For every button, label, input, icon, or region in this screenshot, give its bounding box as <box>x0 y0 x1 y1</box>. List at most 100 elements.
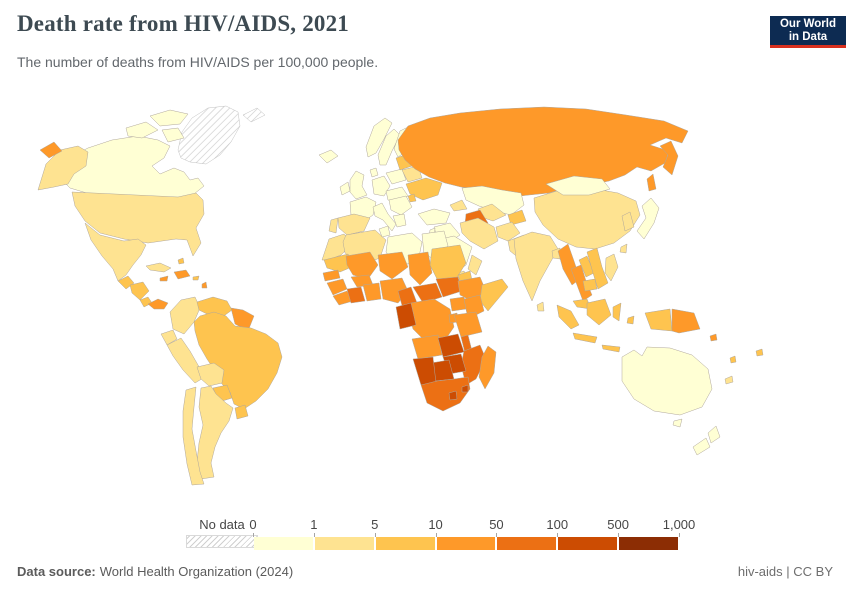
country-portugal[interactable] <box>328 217 339 234</box>
country-madagascar[interactable] <box>478 345 497 390</box>
country-mexico[interactable] <box>84 222 147 282</box>
country-oman[interactable] <box>467 254 483 276</box>
country-taiwan[interactable] <box>619 243 628 254</box>
country-afghanistan[interactable] <box>495 221 521 242</box>
legend-bin-10–50[interactable] <box>436 537 496 550</box>
country-vietnam[interactable] <box>586 247 609 290</box>
country-spain[interactable] <box>337 213 371 236</box>
country-ecuador[interactable] <box>160 329 178 346</box>
country-thailand[interactable] <box>570 264 593 302</box>
country-eswatini[interactable] <box>461 384 469 393</box>
country-bahamas[interactable] <box>177 257 185 265</box>
country-tunisia[interactable] <box>378 225 391 238</box>
country-usa[interactable] <box>71 191 205 257</box>
country-maluku[interactable] <box>626 315 635 325</box>
country-denmark[interactable] <box>369 167 379 178</box>
legend-bin-1–5[interactable] <box>314 537 374 550</box>
country-ghana-togo-benin[interactable] <box>362 282 382 302</box>
footer-license[interactable]: hiv-aids | CC BY <box>737 564 833 579</box>
country-uganda[interactable] <box>449 296 467 312</box>
country-chad[interactable] <box>407 251 433 286</box>
country-south-africa[interactable] <box>420 376 471 412</box>
country-namibia[interactable] <box>412 356 437 386</box>
country-italy[interactable] <box>372 202 397 232</box>
country-panama[interactable] <box>147 298 169 310</box>
country-colombia[interactable] <box>169 296 201 335</box>
country-ireland[interactable] <box>339 181 351 196</box>
country-sakhalin-russia[interactable] <box>646 173 657 192</box>
country-fiji[interactable] <box>755 348 764 357</box>
country-iran[interactable] <box>459 217 499 250</box>
country-sumatra[interactable] <box>556 304 580 330</box>
country-philippines[interactable] <box>604 253 619 282</box>
country-sri-lanka[interactable] <box>536 301 545 312</box>
country-guyanas[interactable] <box>230 307 255 332</box>
country-tasmania[interactable] <box>672 418 683 428</box>
country-senegal[interactable] <box>322 269 341 282</box>
country-argentina[interactable] <box>196 385 234 480</box>
country-uruguay[interactable] <box>234 404 249 420</box>
country-cuba[interactable] <box>145 262 172 273</box>
legend-bin-5–10[interactable] <box>375 537 435 550</box>
country-angola[interactable] <box>411 334 443 360</box>
country-moldova[interactable] <box>407 193 417 203</box>
country-kyrgyz-tajik[interactable] <box>507 209 527 226</box>
country-new-caledonia[interactable] <box>724 375 734 385</box>
legend-bin-50–100[interactable] <box>497 537 557 550</box>
country-jamaica[interactable] <box>159 275 169 282</box>
country-canada-arctic-islands[interactable] <box>125 109 189 143</box>
country-uk[interactable] <box>349 170 368 200</box>
country-india[interactable] <box>513 231 559 302</box>
country-cote-divoire[interactable] <box>346 286 366 304</box>
country-central-african-republic[interactable] <box>412 282 443 304</box>
country-turkey[interactable] <box>417 208 451 226</box>
country-japan[interactable] <box>636 197 660 240</box>
country-iceland[interactable] <box>318 149 339 164</box>
country-greenland[interactable] <box>177 105 241 165</box>
country-honduras-nicaragua[interactable] <box>129 281 150 301</box>
country-ukraine[interactable] <box>405 177 443 201</box>
country-solomon-islands[interactable] <box>709 333 718 342</box>
country-korea[interactable] <box>621 211 635 232</box>
owid-logo[interactable]: Our World in Data <box>770 16 846 48</box>
country-chile[interactable] <box>182 386 205 486</box>
country-lesser-sunda[interactable] <box>601 344 621 353</box>
country-cambodia[interactable] <box>582 278 598 292</box>
country-venezuela[interactable] <box>196 296 233 319</box>
country-brazil[interactable] <box>193 311 283 410</box>
world-choropleth-map[interactable] <box>30 88 830 512</box>
country-borneo[interactable] <box>586 298 612 326</box>
country-puerto-rico[interactable] <box>192 275 200 281</box>
country-sulawesi[interactable] <box>612 302 622 322</box>
country-vanuatu[interactable] <box>729 355 737 364</box>
country-west-papua[interactable] <box>644 308 673 332</box>
legend-bin-500–1,000[interactable] <box>619 537 678 550</box>
country-mongolia[interactable] <box>545 175 611 196</box>
legend-bin-0–1[interactable] <box>254 537 313 550</box>
legend-no-data[interactable]: No data <box>186 517 258 548</box>
country-tanzania[interactable] <box>453 311 483 338</box>
country-greece[interactable] <box>392 213 407 228</box>
legend-bin-100–500[interactable] <box>558 537 618 550</box>
country-romania-balkans[interactable] <box>388 195 413 216</box>
country-zambia[interactable] <box>437 333 465 358</box>
country-australia[interactable] <box>621 346 713 416</box>
country-java[interactable] <box>572 332 598 344</box>
country-poland[interactable] <box>385 168 407 185</box>
country-alaska[interactable] <box>37 145 89 191</box>
country-niger[interactable] <box>377 251 409 280</box>
country-svalbard[interactable] <box>242 107 266 123</box>
country-papua-new-guinea[interactable] <box>671 308 701 334</box>
country-kazakhstan[interactable] <box>461 185 525 216</box>
country-kamchatka-russia[interactable] <box>659 140 679 176</box>
country-chukotka-russia[interactable] <box>39 141 63 159</box>
country-somalia[interactable] <box>479 278 509 312</box>
country-lesser-antilles[interactable] <box>201 281 208 289</box>
country-caucasus[interactable] <box>449 199 468 212</box>
country-norway[interactable] <box>365 117 393 158</box>
country-nz-south-island[interactable] <box>692 437 711 456</box>
country-russia[interactable] <box>397 106 689 198</box>
country-hispaniola[interactable] <box>173 269 191 280</box>
country-bolivia[interactable] <box>196 362 225 387</box>
country-nz-north-island[interactable] <box>707 425 721 444</box>
